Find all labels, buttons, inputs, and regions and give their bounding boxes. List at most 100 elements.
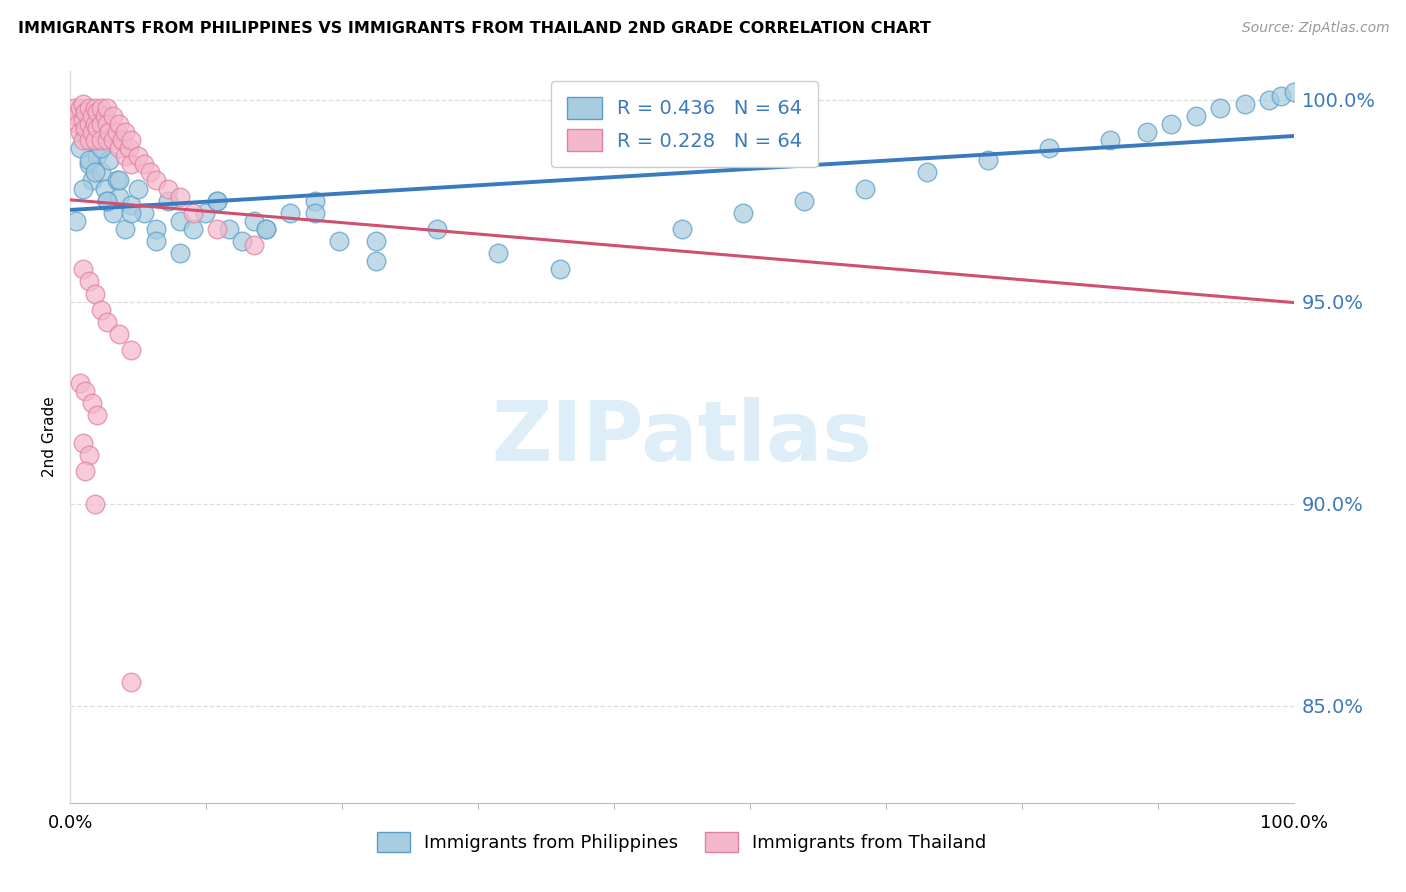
Point [82,109,104,123]
Point [93,181,115,195]
Point [366,254,388,268]
Point [114,222,136,236]
Point [243,238,266,252]
Point [915,165,938,179]
Point [169,189,191,203]
Point [63,101,86,115]
Point [98,125,121,139]
Point [69,125,91,139]
Point [72,133,94,147]
Point [121,157,143,171]
Point [96,194,118,208]
Point [96,194,118,208]
Point [139,165,162,179]
Point [243,214,266,228]
Legend: Immigrants from Philippines, Immigrants from Thailand: Immigrants from Philippines, Immigrants … [370,824,994,860]
Point [69,101,91,115]
Point [976,153,998,168]
Point [83,497,105,511]
Point [77,153,100,168]
Point [86,149,108,163]
Point [65,109,87,123]
Point [254,222,277,236]
Point [96,117,118,131]
Point [121,198,143,212]
Point [254,222,277,236]
Point [304,206,326,220]
Point [77,117,100,131]
Text: ZIPatlas: ZIPatlas [492,397,872,477]
Point [73,465,96,479]
Point [132,157,155,171]
Point [108,141,131,155]
Point [114,149,136,163]
Point [77,133,100,147]
Point [111,133,134,147]
Point [145,173,167,187]
Point [169,214,191,228]
Point [1209,101,1232,115]
Point [132,206,155,220]
Point [108,326,131,341]
Point [108,189,131,203]
Point [488,246,510,260]
Point [205,194,228,208]
Point [105,125,128,139]
Point [218,222,240,236]
Text: Source: ZipAtlas.com: Source: ZipAtlas.com [1241,21,1389,36]
Point [72,181,94,195]
Point [86,408,108,422]
Point [73,120,96,135]
Point [1038,141,1060,155]
Point [1270,88,1292,103]
Point [548,262,571,277]
Point [793,194,815,208]
Point [72,112,94,127]
Point [157,194,180,208]
Point [77,157,100,171]
Point [145,222,167,236]
Point [96,315,118,329]
Point [127,181,149,195]
Point [181,206,204,220]
Point [83,165,105,179]
Point [121,343,143,358]
Point [82,173,104,187]
Point [1233,96,1256,111]
Point [328,234,350,248]
Point [77,448,100,462]
Point [145,234,167,248]
Point [72,436,94,450]
Point [83,117,105,131]
Point [1282,85,1305,99]
Point [426,222,449,236]
Point [90,165,112,179]
Point [169,246,191,260]
Point [82,125,104,139]
Point [231,234,253,248]
Point [114,125,136,139]
Point [101,206,124,220]
Point [205,194,228,208]
Point [101,133,124,147]
Point [1136,125,1159,139]
Point [73,125,96,139]
Point [671,222,693,236]
Point [98,153,121,168]
Point [304,194,326,208]
Text: IMMIGRANTS FROM PHILIPPINES VS IMMIGRANTS FROM THAILAND 2ND GRADE CORRELATION CH: IMMIGRANTS FROM PHILIPPINES VS IMMIGRANT… [18,21,931,37]
Point [93,109,115,123]
Point [127,149,149,163]
Point [96,133,118,147]
Point [83,286,105,301]
Point [157,181,180,195]
Point [121,133,143,147]
Point [72,262,94,277]
Y-axis label: 2nd Grade: 2nd Grade [42,397,58,477]
Point [105,173,128,187]
Point [90,133,112,147]
Point [90,141,112,155]
Point [121,206,143,220]
Point [194,206,217,220]
Point [1160,117,1182,131]
